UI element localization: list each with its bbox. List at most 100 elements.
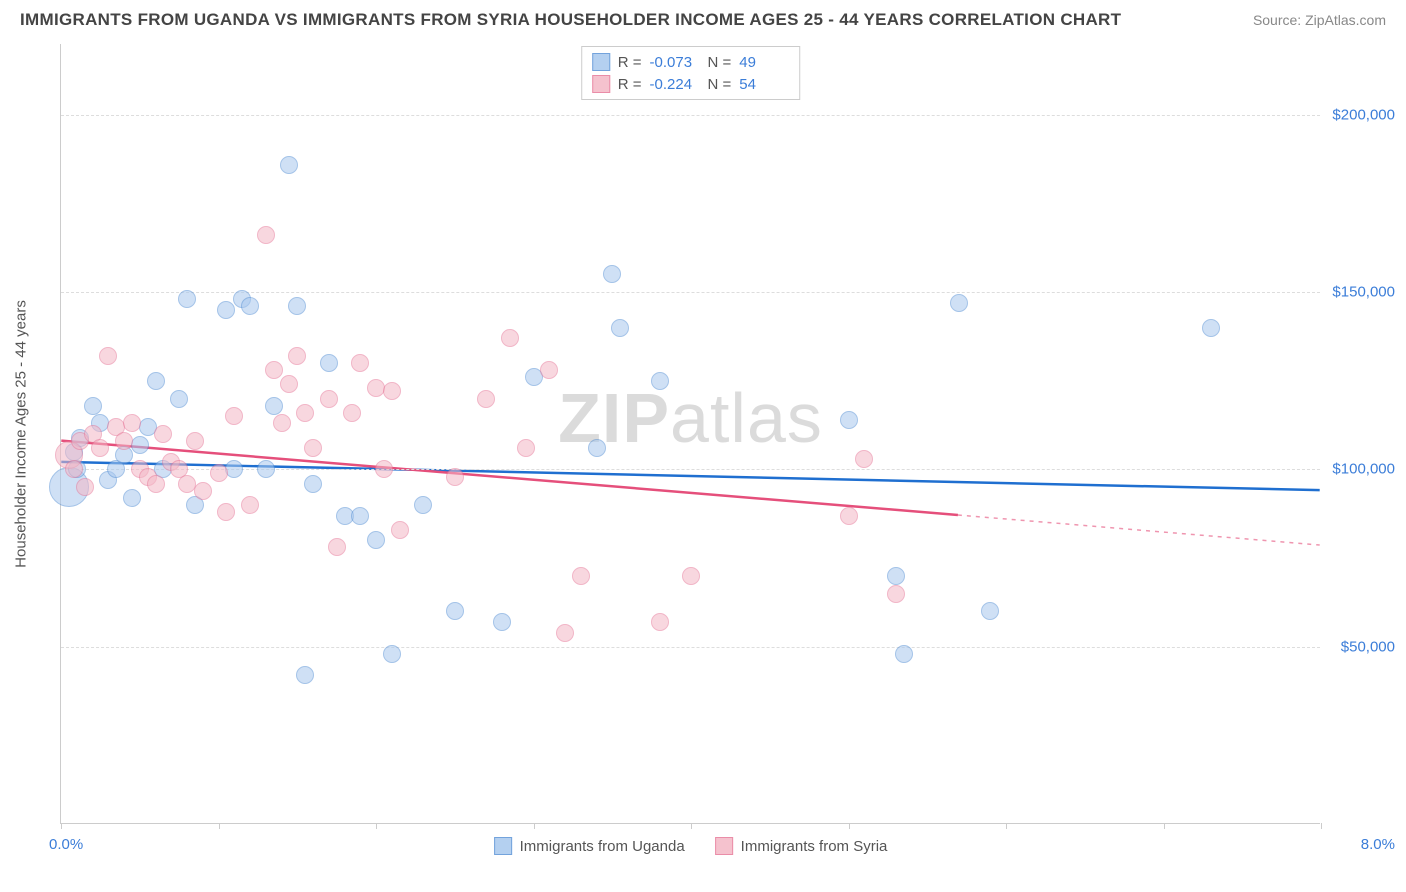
data-point bbox=[351, 354, 369, 372]
data-point bbox=[210, 464, 228, 482]
data-point bbox=[391, 521, 409, 539]
trend-line bbox=[61, 462, 1319, 490]
data-point bbox=[296, 404, 314, 422]
data-point bbox=[178, 290, 196, 308]
data-point bbox=[493, 613, 511, 631]
data-point bbox=[351, 507, 369, 525]
data-point bbox=[170, 390, 188, 408]
x-tick bbox=[219, 823, 220, 829]
chart-title: IMMIGRANTS FROM UGANDA VS IMMIGRANTS FRO… bbox=[20, 10, 1121, 30]
x-axis-min-label: 0.0% bbox=[49, 836, 83, 853]
legend-item-uganda: Immigrants from Uganda bbox=[494, 837, 685, 855]
data-point bbox=[265, 361, 283, 379]
data-point bbox=[328, 538, 346, 556]
data-point bbox=[1202, 319, 1220, 337]
data-point bbox=[115, 432, 133, 450]
data-point bbox=[603, 265, 621, 283]
data-point bbox=[257, 226, 275, 244]
x-tick bbox=[1164, 823, 1165, 829]
swatch-syria bbox=[592, 75, 610, 93]
data-point bbox=[147, 475, 165, 493]
data-point bbox=[611, 319, 629, 337]
data-point bbox=[320, 390, 338, 408]
data-point bbox=[76, 478, 94, 496]
data-point bbox=[446, 468, 464, 486]
legend-item-syria: Immigrants from Syria bbox=[715, 837, 888, 855]
x-tick bbox=[849, 823, 850, 829]
x-tick bbox=[1006, 823, 1007, 829]
trend-lines bbox=[61, 44, 1320, 823]
data-point bbox=[540, 361, 558, 379]
swatch-uganda-bottom bbox=[494, 837, 512, 855]
data-point bbox=[273, 414, 291, 432]
y-tick-label: $100,000 bbox=[1325, 461, 1395, 478]
data-point bbox=[241, 297, 259, 315]
data-point bbox=[517, 439, 535, 457]
legend-stats-row-uganda: R = -0.073 N = 49 bbox=[592, 51, 790, 73]
legend-series: Immigrants from Uganda Immigrants from S… bbox=[494, 837, 888, 855]
data-point bbox=[556, 624, 574, 642]
data-point bbox=[950, 294, 968, 312]
y-tick-label: $150,000 bbox=[1325, 284, 1395, 301]
data-point bbox=[217, 503, 235, 521]
data-point bbox=[91, 439, 109, 457]
data-point bbox=[186, 432, 204, 450]
data-point bbox=[446, 602, 464, 620]
data-point bbox=[651, 372, 669, 390]
data-point bbox=[84, 397, 102, 415]
y-axis-title: Householder Income Ages 25 - 44 years bbox=[13, 300, 30, 568]
data-point bbox=[131, 436, 149, 454]
data-point bbox=[280, 375, 298, 393]
data-point bbox=[383, 382, 401, 400]
data-point bbox=[840, 411, 858, 429]
trend-line-dashed bbox=[958, 515, 1320, 545]
data-point bbox=[265, 397, 283, 415]
data-point bbox=[895, 645, 913, 663]
x-tick bbox=[376, 823, 377, 829]
x-tick bbox=[534, 823, 535, 829]
data-point bbox=[375, 460, 393, 478]
x-tick bbox=[691, 823, 692, 829]
data-point bbox=[288, 347, 306, 365]
x-tick bbox=[1321, 823, 1322, 829]
data-point bbox=[304, 439, 322, 457]
gridline bbox=[61, 647, 1320, 648]
data-point bbox=[296, 666, 314, 684]
y-tick-label: $50,000 bbox=[1325, 638, 1395, 655]
data-point bbox=[414, 496, 432, 514]
data-point bbox=[343, 404, 361, 422]
data-point bbox=[887, 585, 905, 603]
data-point bbox=[320, 354, 338, 372]
data-point bbox=[217, 301, 235, 319]
data-point bbox=[651, 613, 669, 631]
data-point bbox=[682, 567, 700, 585]
data-point bbox=[304, 475, 322, 493]
data-point bbox=[572, 567, 590, 585]
data-point bbox=[367, 531, 385, 549]
data-point bbox=[194, 482, 212, 500]
correlation-chart: Householder Income Ages 25 - 44 years ZI… bbox=[60, 44, 1320, 824]
data-point bbox=[477, 390, 495, 408]
data-point bbox=[123, 414, 141, 432]
data-point bbox=[855, 450, 873, 468]
source-label: Source: ZipAtlas.com bbox=[1253, 12, 1386, 28]
data-point bbox=[588, 439, 606, 457]
data-point bbox=[840, 507, 858, 525]
data-point bbox=[887, 567, 905, 585]
data-point bbox=[99, 347, 117, 365]
data-point bbox=[383, 645, 401, 663]
swatch-syria-bottom bbox=[715, 837, 733, 855]
data-point bbox=[257, 460, 275, 478]
data-point bbox=[241, 496, 259, 514]
data-point bbox=[288, 297, 306, 315]
x-axis-max-label: 8.0% bbox=[1361, 836, 1395, 853]
gridline bbox=[61, 115, 1320, 116]
data-point bbox=[154, 425, 172, 443]
data-point bbox=[65, 460, 83, 478]
swatch-uganda bbox=[592, 53, 610, 71]
data-point bbox=[280, 156, 298, 174]
gridline bbox=[61, 469, 1320, 470]
data-point bbox=[147, 372, 165, 390]
data-point bbox=[225, 407, 243, 425]
x-tick bbox=[61, 823, 62, 829]
